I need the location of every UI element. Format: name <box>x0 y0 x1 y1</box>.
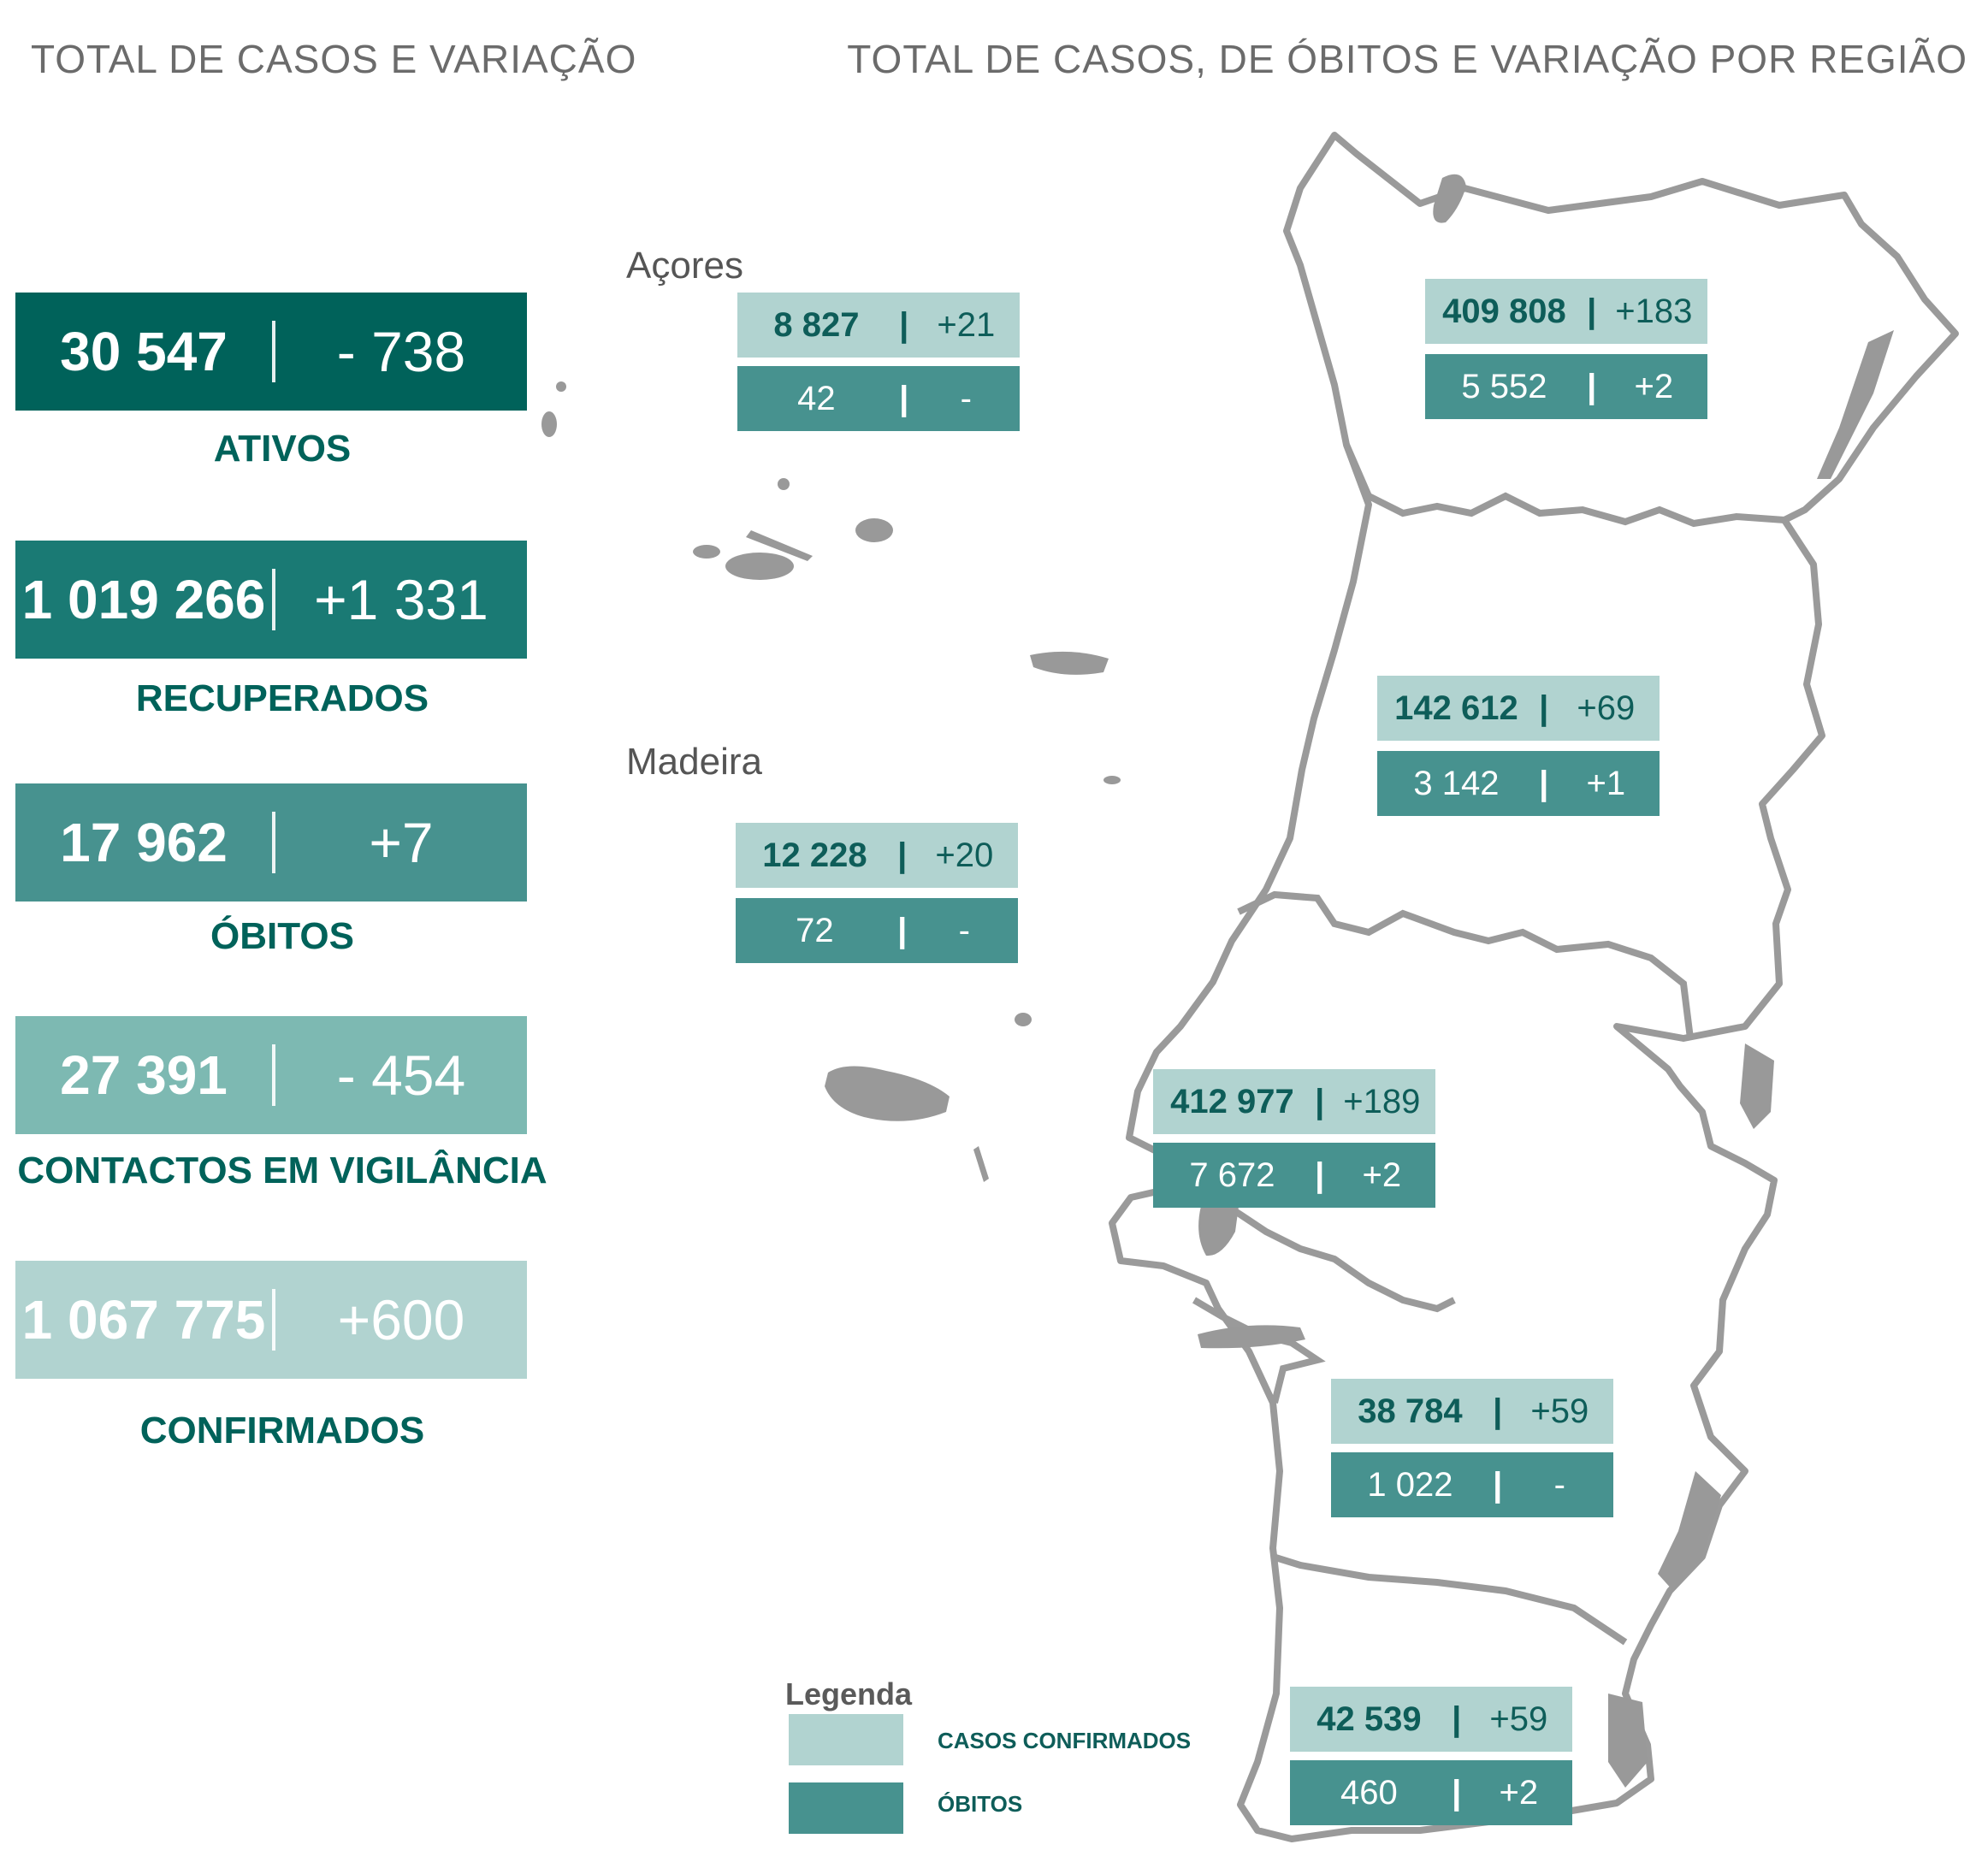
deaths-change: +2 <box>1634 367 1674 405</box>
separator: | <box>899 379 909 417</box>
deaths-change: - <box>960 379 972 417</box>
region-deaths-box: 5 552 | +2 <box>1425 354 1707 419</box>
cases-value: 409 808 <box>1442 292 1566 330</box>
stat-separator <box>272 1289 275 1351</box>
deaths-value: 72 <box>796 911 834 949</box>
acores-label: Açores <box>626 245 743 287</box>
deaths-change: +2 <box>1362 1156 1402 1194</box>
region-deaths-box: 42 | - <box>737 366 1020 431</box>
stat-separator <box>272 812 275 873</box>
legend-swatch-cases <box>789 1714 903 1765</box>
stat-box-ativos: 30 547 - 738 <box>15 293 527 411</box>
deaths-value: 3 142 <box>1413 764 1500 802</box>
region-deaths-box: 1 022 | - <box>1331 1452 1613 1517</box>
stat-change: +600 <box>337 1288 465 1351</box>
cases-change: +69 <box>1577 689 1636 727</box>
stat-change: - 738 <box>336 320 466 383</box>
legend-label-deaths: ÓBITOS <box>938 1791 1023 1817</box>
deaths-change: - <box>1553 1465 1565 1504</box>
separator: | <box>1452 1700 1462 1738</box>
stat-value: 30 547 <box>60 321 228 382</box>
deaths-change: +1 <box>1586 764 1626 802</box>
region-cases-box: 409 808 | +183 <box>1425 279 1707 344</box>
mainland-outline <box>1109 132 1959 1842</box>
stat-label-contactos: CONTACTOS EM VIGILÂNCIA <box>17 1150 547 1191</box>
stat-change: +1 331 <box>314 568 488 631</box>
legend-swatch-deaths <box>789 1782 903 1834</box>
separator: | <box>897 836 908 874</box>
separator: | <box>1452 1773 1462 1812</box>
separator: | <box>1493 1392 1503 1430</box>
cases-change: +59 <box>1489 1700 1548 1738</box>
region-deaths-box: 72 | - <box>736 898 1018 963</box>
cases-value: 38 784 <box>1358 1392 1463 1430</box>
stat-change: - 454 <box>336 1043 466 1107</box>
cases-value: 412 977 <box>1170 1082 1294 1120</box>
cases-change: +20 <box>935 836 994 874</box>
stat-box-obitos: 17 962 +7 <box>15 783 527 902</box>
deaths-change: +2 <box>1499 1773 1539 1812</box>
stat-label-ativos: ATIVOS <box>213 428 352 470</box>
left-heading: TOTAL DE CASOS E VARIAÇÃO <box>31 37 637 81</box>
region-cases-box: 8 827 | +21 <box>737 293 1020 358</box>
stat-box-confirmados: 1 067 775 +600 <box>15 1261 527 1379</box>
separator: | <box>1315 1082 1325 1120</box>
deaths-value: 460 <box>1340 1773 1398 1812</box>
stat-value: 1 019 266 <box>21 569 266 630</box>
madeira-label: Madeira <box>626 741 762 783</box>
cases-change: +21 <box>937 305 996 344</box>
right-heading: TOTAL DE CASOS, DE ÓBITOS E VARIAÇÃO POR… <box>847 37 1967 81</box>
separator: | <box>1587 292 1597 330</box>
stat-change: +7 <box>369 811 434 874</box>
deaths-value: 5 552 <box>1461 367 1547 405</box>
separator: | <box>1539 764 1549 802</box>
stat-separator <box>272 569 275 630</box>
legend-label-cases: CASOS CONFIRMADOS <box>938 1728 1192 1753</box>
cases-value: 8 827 <box>773 305 860 344</box>
separator: | <box>1539 689 1549 727</box>
cases-change: +189 <box>1343 1082 1421 1120</box>
stat-separator <box>272 321 275 382</box>
separator: | <box>1587 367 1597 405</box>
cases-value: 12 228 <box>762 836 867 874</box>
separator: | <box>897 911 908 949</box>
deaths-value: 7 672 <box>1189 1156 1275 1194</box>
acores-islands <box>541 381 1109 675</box>
stat-box-contactos: 27 391 - 454 <box>15 1016 527 1134</box>
stat-box-recuperados: 1 019 266 +1 331 <box>15 541 527 659</box>
stat-label-confirmados: CONFIRMADOS <box>139 1410 425 1451</box>
region-deaths-box: 3 142 | +1 <box>1377 751 1660 816</box>
region-deaths-box: 460 | +2 <box>1290 1760 1572 1825</box>
stat-label-obitos: ÓBITOS <box>210 915 354 957</box>
cases-value: 42 539 <box>1316 1700 1422 1738</box>
region-cases-box: 42 539 | +59 <box>1290 1687 1572 1752</box>
separator: | <box>899 305 909 344</box>
stat-value: 1 067 775 <box>21 1289 266 1351</box>
deaths-value: 42 <box>797 379 836 417</box>
stat-value: 17 962 <box>60 812 228 873</box>
separator: | <box>1315 1156 1325 1194</box>
cases-value: 142 612 <box>1394 689 1518 727</box>
deaths-change: - <box>958 911 970 949</box>
stat-label-recuperados: RECUPERADOS <box>135 677 429 719</box>
region-cases-box: 12 228 | +20 <box>736 823 1018 888</box>
madeira-islands <box>825 776 1121 1182</box>
cases-change: +183 <box>1615 292 1693 330</box>
region-cases-box: 412 977 | +189 <box>1153 1069 1435 1134</box>
region-deaths-box: 7 672 | +2 <box>1153 1143 1435 1208</box>
cases-change: +59 <box>1530 1392 1589 1430</box>
stat-value: 27 391 <box>60 1044 228 1106</box>
stat-separator <box>272 1044 275 1106</box>
separator: | <box>1493 1465 1503 1504</box>
region-cases-box: 38 784 | +59 <box>1331 1379 1613 1444</box>
region-cases-box: 142 612 | +69 <box>1377 676 1660 741</box>
deaths-value: 1 022 <box>1367 1465 1453 1504</box>
legend-title: Legenda <box>785 1676 913 1711</box>
